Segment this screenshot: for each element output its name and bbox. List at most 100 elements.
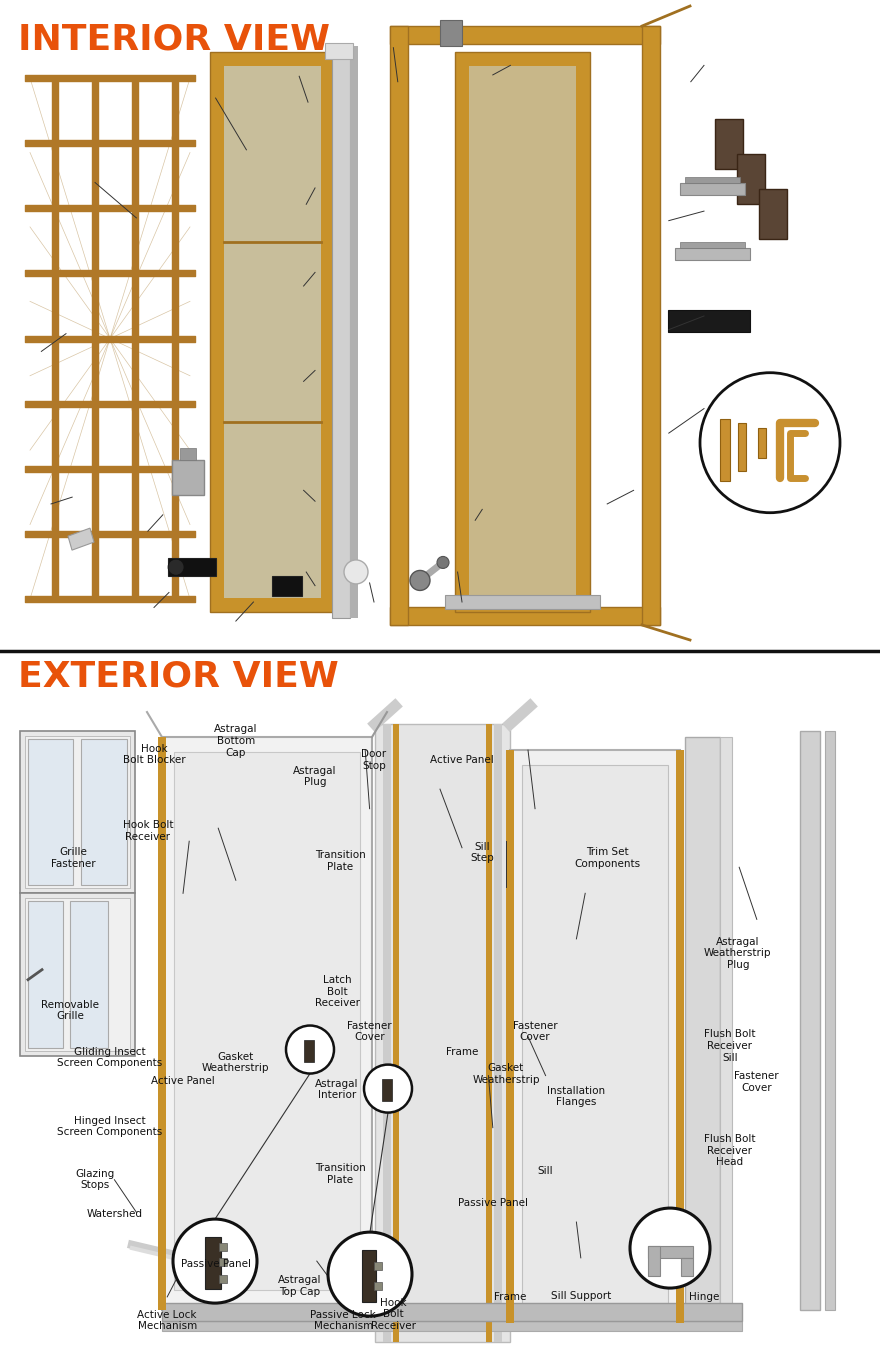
Bar xyxy=(648,1246,693,1258)
Bar xyxy=(325,42,353,59)
Bar xyxy=(172,460,204,494)
Text: Hook
Bolt
Receiver: Hook Bolt Receiver xyxy=(370,1298,416,1331)
Text: Gasket
Weatherstrip: Gasket Weatherstrip xyxy=(202,1051,269,1073)
Bar xyxy=(350,45,358,618)
Bar xyxy=(738,422,746,471)
Circle shape xyxy=(630,1208,710,1288)
Bar xyxy=(393,725,399,1343)
Bar xyxy=(375,725,510,1343)
Bar xyxy=(174,752,360,1290)
Bar xyxy=(720,737,732,1329)
Circle shape xyxy=(700,373,840,512)
Circle shape xyxy=(437,557,449,568)
Bar xyxy=(362,1250,376,1302)
Bar xyxy=(685,177,740,184)
Bar xyxy=(668,311,750,332)
Bar xyxy=(737,154,765,204)
Text: Watershed: Watershed xyxy=(86,1208,143,1219)
Circle shape xyxy=(173,1219,257,1303)
Text: Astragal
Weatherstrip
Plug: Astragal Weatherstrip Plug xyxy=(704,937,772,970)
Circle shape xyxy=(344,560,368,584)
Bar xyxy=(382,1079,392,1100)
Bar xyxy=(758,428,766,458)
Text: Sill: Sill xyxy=(538,1166,554,1175)
Bar xyxy=(224,67,321,598)
Bar xyxy=(680,242,745,248)
Bar xyxy=(648,1246,660,1276)
Text: Astragal
Plug: Astragal Plug xyxy=(293,765,337,787)
Bar xyxy=(25,899,130,1051)
Text: EXTERIOR VIEW: EXTERIOR VIEW xyxy=(18,659,339,693)
Text: Astragal
Interior: Astragal Interior xyxy=(315,1079,358,1100)
Bar xyxy=(332,45,350,618)
Bar xyxy=(205,1237,221,1288)
Bar xyxy=(800,730,820,1310)
Bar xyxy=(510,750,680,1323)
Bar xyxy=(486,725,492,1343)
Bar xyxy=(390,26,660,44)
Bar xyxy=(759,189,787,240)
Bar xyxy=(180,448,196,460)
Text: Grille
Fastener: Grille Fastener xyxy=(51,847,96,869)
Bar xyxy=(162,1321,742,1331)
Bar xyxy=(494,725,502,1343)
Bar xyxy=(28,738,73,885)
Text: Fastener
Cover: Fastener Cover xyxy=(513,1020,557,1042)
Text: Passive Panel: Passive Panel xyxy=(180,1258,251,1269)
Circle shape xyxy=(168,560,184,575)
Bar xyxy=(81,738,127,885)
Bar xyxy=(390,26,408,625)
Bar xyxy=(390,607,660,625)
Text: Transition
Plate: Transition Plate xyxy=(315,1163,366,1185)
Text: Active Panel: Active Panel xyxy=(151,1076,215,1086)
Text: Latch
Bolt
Receiver: Latch Bolt Receiver xyxy=(315,975,360,1008)
Text: Astragal
Top Cap: Astragal Top Cap xyxy=(277,1275,321,1297)
Text: Hinge: Hinge xyxy=(689,1291,719,1302)
Bar xyxy=(715,120,743,169)
Text: Sill
Step: Sill Step xyxy=(471,842,494,864)
Text: Passive Panel: Passive Panel xyxy=(458,1199,528,1208)
Text: Frame: Frame xyxy=(446,1047,478,1057)
Text: Astragal
Bottom
Cap: Astragal Bottom Cap xyxy=(214,725,258,757)
Text: Door
Stop: Door Stop xyxy=(362,749,386,771)
Text: Hook
Bolt Blocker: Hook Bolt Blocker xyxy=(122,744,186,765)
Text: Fastener
Cover: Fastener Cover xyxy=(735,1072,779,1092)
Text: Flush Bolt
Receiver
Sill: Flush Bolt Receiver Sill xyxy=(704,1030,756,1062)
Text: Glazing
Stops: Glazing Stops xyxy=(76,1169,114,1190)
Bar xyxy=(162,737,372,1310)
Text: Gasket
Weatherstrip: Gasket Weatherstrip xyxy=(473,1064,539,1086)
Text: Active Panel: Active Panel xyxy=(430,755,494,765)
Bar xyxy=(675,248,750,260)
Bar xyxy=(70,902,108,1047)
Bar xyxy=(455,52,590,612)
Circle shape xyxy=(364,1065,412,1113)
Bar xyxy=(162,1303,742,1321)
Text: Hook Bolt
Receiver: Hook Bolt Receiver xyxy=(122,820,173,842)
Bar xyxy=(210,52,335,612)
Bar xyxy=(440,19,462,45)
Circle shape xyxy=(286,1026,334,1073)
Bar xyxy=(25,735,130,888)
Text: Frame: Frame xyxy=(495,1291,526,1302)
Text: Hinged Insect
Screen Components: Hinged Insect Screen Components xyxy=(57,1115,163,1137)
Text: Installation
Flanges: Installation Flanges xyxy=(547,1086,605,1107)
Text: Sill Support: Sill Support xyxy=(551,1291,611,1301)
Text: Transition
Plate: Transition Plate xyxy=(315,850,366,872)
Bar xyxy=(522,765,668,1303)
Text: INTERIOR VIEW: INTERIOR VIEW xyxy=(18,22,330,56)
Bar xyxy=(720,418,730,481)
Bar xyxy=(374,1282,382,1290)
Bar xyxy=(272,576,302,595)
Text: Gliding Insect
Screen Components: Gliding Insect Screen Components xyxy=(57,1046,163,1068)
Text: Trim Set
Components: Trim Set Components xyxy=(574,847,641,869)
Circle shape xyxy=(328,1233,412,1316)
Bar xyxy=(825,730,835,1310)
Bar xyxy=(469,67,576,598)
Bar xyxy=(219,1275,227,1283)
Bar xyxy=(28,902,63,1047)
Bar xyxy=(681,1258,693,1276)
Bar xyxy=(642,26,660,625)
Text: Passive Lock
Mechanism: Passive Lock Mechanism xyxy=(311,1309,376,1331)
Bar xyxy=(506,750,514,1323)
Text: Flush Bolt
Receiver
Head: Flush Bolt Receiver Head xyxy=(704,1135,756,1167)
